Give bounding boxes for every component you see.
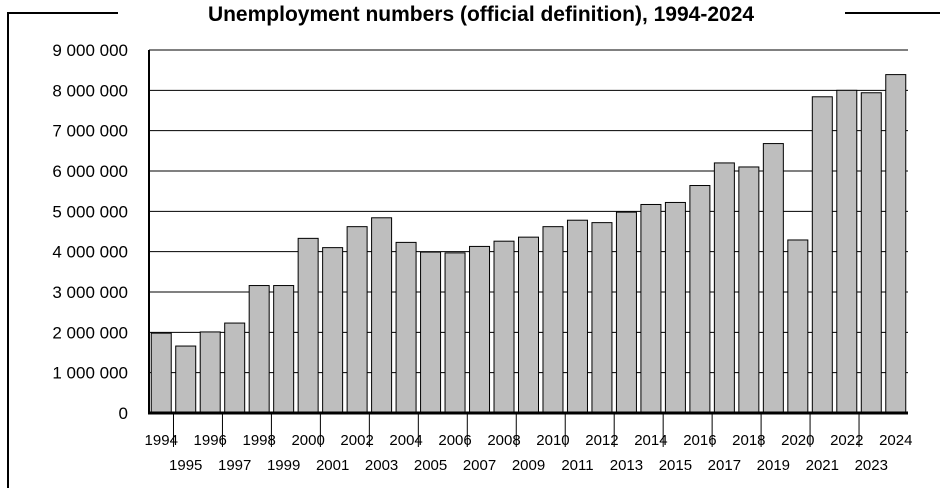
x-tick-label: 2013 [610, 457, 643, 474]
bar-2020 [787, 239, 809, 414]
bar-2015 [664, 201, 686, 414]
bar-2008 [493, 240, 515, 414]
bar-2024 [885, 74, 907, 414]
bar-1995 [175, 345, 197, 414]
bar-2021 [811, 96, 833, 414]
bar-1997 [224, 322, 246, 414]
x-tick-label: 2012 [585, 432, 618, 449]
x-tick-label: 2024 [879, 432, 912, 449]
y-tick-label: 2 000 000 [52, 323, 128, 342]
x-tick-label: 2019 [757, 457, 790, 474]
bar-2000 [297, 237, 319, 414]
bar-2009 [518, 236, 539, 414]
y-tick-label: 5 000 000 [52, 202, 128, 221]
bar-2002 [346, 226, 368, 414]
x-tick-label: 2006 [438, 432, 471, 449]
x-tick-label: 2015 [659, 457, 692, 474]
x-tick-label: 1995 [169, 457, 202, 474]
x-tick-label: 2004 [389, 432, 422, 449]
x-tick-label: 2017 [708, 457, 741, 474]
bar-2007 [469, 245, 491, 414]
x-tick-label: 2018 [732, 432, 765, 449]
x-tick-label: 2009 [512, 457, 545, 474]
bar-2006 [444, 252, 466, 414]
x-tick-label: 2001 [316, 457, 349, 474]
x-tick-label: 2023 [855, 457, 888, 474]
x-tick-label: 2021 [806, 457, 839, 474]
x-tick-label: 2022 [830, 432, 863, 449]
x-tick-label: 2020 [781, 432, 814, 449]
bar-2017 [713, 162, 735, 414]
chart-title: Unemployment numbers (official definitio… [208, 3, 754, 26]
x-tick-label: 1997 [218, 457, 251, 474]
bar-2022 [836, 89, 858, 414]
bar-2013 [615, 211, 637, 414]
x-tick-label: 1994 [145, 432, 178, 449]
x-tick-label: 1998 [242, 432, 275, 449]
chart-frame [7, 12, 118, 488]
bar-1996 [199, 331, 221, 414]
bar-2010 [542, 226, 564, 414]
y-tick-labels: 0 1 000 000 2 000 000 3 000 000 4 000 000 5 0… [52, 41, 128, 423]
bar-2001 [322, 247, 344, 414]
bar-1999 [273, 285, 295, 414]
bars [150, 74, 907, 414]
bar-2014 [640, 203, 662, 414]
bar-1998 [248, 285, 270, 414]
x-tick-label: 2007 [463, 457, 496, 474]
bar-2016 [689, 185, 711, 414]
bar-2019 [762, 143, 784, 414]
bar-2004 [395, 241, 417, 414]
y-tick-label: 0 [119, 404, 128, 423]
y-tick-label: 1 000 000 [52, 364, 128, 383]
x-tick-label: 2002 [340, 432, 373, 449]
x-tick-label: 2008 [487, 432, 520, 449]
x-tick-label: 2005 [414, 457, 447, 474]
x-tick-label: 2000 [291, 432, 324, 449]
axes [148, 50, 908, 415]
bar-2018 [738, 166, 760, 414]
x-tick-label: 2010 [536, 432, 569, 449]
y-tick-label: 4 000 000 [52, 243, 128, 262]
y-tick-label: 8 000 000 [52, 81, 128, 100]
bar-2003 [371, 217, 393, 414]
x-tick-labels: 1994 1995 1996 1997 1998 1999 2000 2001 2002 2003… [145, 413, 912, 474]
bar-2012 [591, 222, 613, 414]
bar-1994 [150, 332, 172, 414]
bar-2005 [420, 251, 442, 414]
y-tick-label: 3 000 000 [52, 283, 128, 302]
y-tick-label: 9 000 000 [52, 41, 128, 60]
x-tick-label: 2011 [561, 457, 593, 474]
x-tick-label: 1999 [267, 457, 300, 474]
x-tick-label: 1996 [194, 432, 227, 449]
x-tick-label: 2016 [683, 432, 716, 449]
x-tick-label: 2014 [634, 432, 667, 449]
y-tick-label: 6 000 000 [52, 162, 128, 181]
y-tick-label: 7 000 000 [52, 122, 128, 141]
x-tick-label: 2003 [365, 457, 398, 474]
bar-2011 [566, 219, 588, 414]
bar-2023 [860, 92, 882, 414]
